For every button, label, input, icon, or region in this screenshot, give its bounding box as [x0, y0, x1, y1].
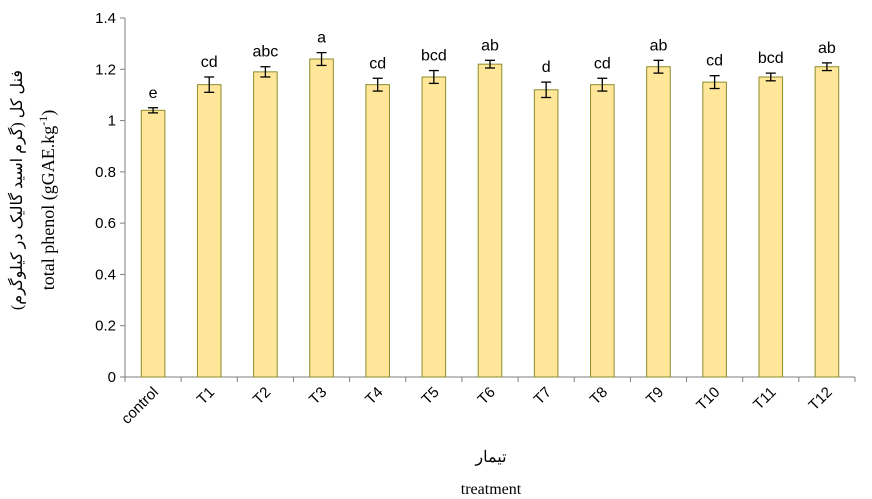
x-tick-label-T11: T11	[750, 384, 780, 414]
significance-letter-T9: ab	[650, 37, 668, 54]
y-tick-label: 0.6	[95, 215, 116, 232]
y-axis: 0 0.2 0.4 0.6 0.8 1 1.2 1.4	[95, 10, 126, 386]
y-tick-label: 0.8	[95, 164, 116, 181]
significance-letter-T1: cd	[201, 54, 218, 71]
y-axis-title-close: )	[38, 110, 59, 116]
bar-T10	[702, 81, 727, 378]
x-tick-label-control: control	[118, 384, 162, 428]
x-tick-label-T10: T10	[693, 384, 723, 414]
y-tick-label: 1	[108, 113, 116, 130]
y-tick-label: 0.4	[95, 266, 116, 283]
bar-T7	[533, 89, 559, 378]
bar-T8	[590, 84, 615, 378]
significance-letter-T11: bcd	[758, 50, 784, 67]
x-tick-label-T3: T3	[306, 384, 330, 408]
x-axis-title-english: treatment	[461, 481, 522, 498]
bar-T12	[814, 66, 840, 378]
significance-letter-control: e	[149, 85, 158, 102]
bar-T9	[646, 66, 671, 378]
bar-series: e cd abc a cd bcd ab d cd ab cd bcd ab	[140, 30, 840, 378]
error-bar-T9	[653, 59, 664, 74]
x-tick-label-T8: T8	[587, 384, 611, 408]
x-tick-label-T5: T5	[418, 384, 442, 408]
error-bar-T10	[709, 75, 720, 90]
significance-letter-T6: ab	[481, 37, 499, 54]
significance-letter-T2: abc	[252, 44, 278, 61]
bar-T6	[477, 63, 503, 378]
x-tick-label-T12: T12	[805, 384, 835, 414]
significance-letter-T8: cd	[594, 55, 611, 72]
bar-T2	[253, 71, 278, 378]
bar-control	[140, 109, 166, 378]
significance-letter-T5: bcd	[421, 48, 447, 65]
error-bar-T4	[372, 77, 383, 92]
y-tick-label: 0	[108, 369, 116, 386]
x-tick-label-T6: T6	[474, 384, 498, 408]
error-bar-control	[148, 107, 159, 114]
error-bar-T6	[485, 59, 495, 69]
error-bar-T11	[765, 72, 776, 82]
y-tick-label: 0.2	[95, 318, 116, 335]
x-tick-label-T7: T7	[531, 384, 555, 408]
error-bar-T12	[821, 62, 832, 72]
bar-T4	[365, 84, 390, 378]
bar-T5	[421, 76, 447, 378]
x-tick-label-T9: T9	[643, 384, 667, 408]
y-tick-label: 1.2	[95, 61, 116, 78]
error-bar-T7	[541, 81, 552, 99]
bar-T11	[758, 76, 784, 378]
y-axis-title-main: total phenol (gGAE.kg	[38, 126, 59, 290]
error-bar-T2	[260, 66, 271, 78]
y-axis-title-sup: -1	[36, 116, 50, 126]
significance-letter-T12: ab	[818, 40, 836, 57]
significance-letter-T7: d	[542, 59, 551, 76]
x-axis: control T1 T2 T3 T4 T5 T6 T7 T8 T9 T10 T11 T12	[118, 376, 856, 428]
bar-T1	[196, 84, 222, 378]
x-tick-label-T4: T4	[362, 384, 386, 408]
error-bar-T3	[316, 51, 327, 67]
significance-letter-T4: cd	[369, 55, 386, 72]
bar-T3	[309, 58, 334, 378]
error-bar-T1	[204, 76, 215, 94]
x-tick-label-T2: T2	[250, 384, 274, 408]
y-axis-title-english: total phenol (gGAE.kg-1)	[36, 110, 59, 290]
x-tick-label-T1: T1	[194, 384, 218, 408]
error-bar-T5	[428, 69, 439, 85]
error-bar-T8	[597, 77, 608, 92]
significance-letter-T10: cd	[706, 53, 723, 70]
y-axis-title-persian: فنل کل (گرم اسید گالیک در کیلوگرم)	[7, 70, 26, 310]
significance-letter-T3: a	[317, 30, 326, 47]
x-axis-title-persian: تیمار	[474, 449, 506, 466]
y-tick-label: 1.4	[95, 10, 116, 27]
